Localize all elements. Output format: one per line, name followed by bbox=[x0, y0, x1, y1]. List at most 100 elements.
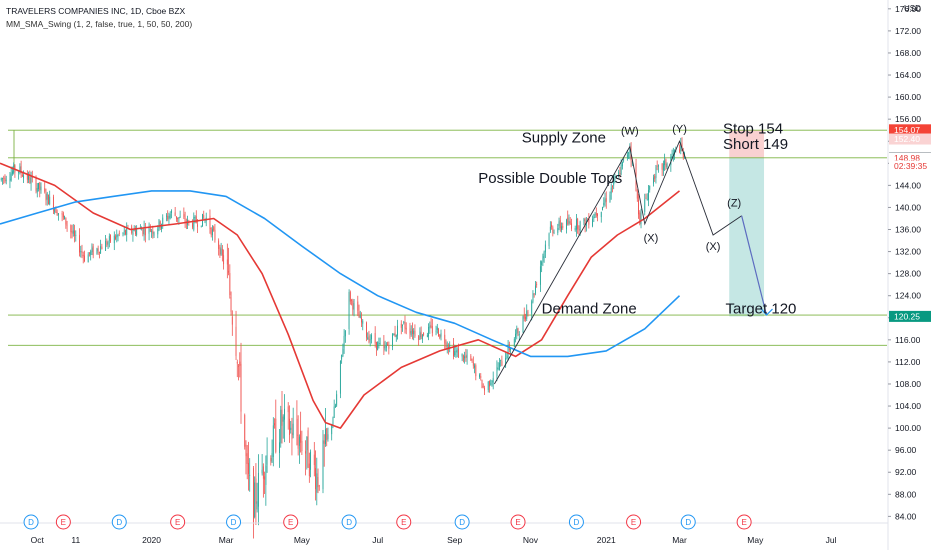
y-tick-label: 84.00 bbox=[895, 511, 917, 521]
candle-body bbox=[367, 337, 369, 340]
candle-body bbox=[351, 299, 353, 301]
wave-label-1: (X) bbox=[644, 233, 659, 245]
candle-body bbox=[551, 224, 553, 228]
candle-body bbox=[500, 359, 502, 361]
candle-body bbox=[296, 418, 298, 436]
candle-body bbox=[532, 293, 534, 302]
candle-body bbox=[646, 199, 648, 201]
candle-body bbox=[661, 163, 663, 170]
candle-body bbox=[507, 345, 509, 358]
candle-body bbox=[45, 193, 47, 201]
y-tick-label: 124.00 bbox=[895, 291, 921, 301]
candle-body bbox=[141, 229, 143, 231]
candle-body bbox=[66, 224, 68, 226]
candle-body bbox=[656, 165, 658, 167]
price-tag-countdown-bg bbox=[889, 160, 931, 172]
candle-body bbox=[431, 325, 433, 334]
candle-body bbox=[497, 368, 499, 369]
event-label-earnings: E bbox=[175, 518, 180, 527]
candle-body bbox=[440, 333, 442, 337]
candle-body bbox=[265, 465, 267, 485]
candle-body bbox=[90, 251, 92, 256]
candle-body bbox=[553, 232, 555, 233]
candle-body bbox=[471, 359, 473, 361]
y-tick-label: 104.00 bbox=[895, 401, 921, 411]
event-label-dividend: D bbox=[685, 518, 691, 527]
candle-body bbox=[383, 341, 385, 349]
candle-body bbox=[10, 173, 12, 181]
candle-body bbox=[168, 216, 170, 219]
candle-body bbox=[87, 254, 89, 263]
y-tick-label: 88.00 bbox=[895, 489, 917, 499]
candle-body bbox=[490, 383, 492, 385]
event-label-dividend: D bbox=[574, 518, 580, 527]
candle-body bbox=[375, 341, 377, 350]
candle-body bbox=[275, 418, 277, 452]
event-label-earnings: E bbox=[61, 518, 66, 527]
candle-body bbox=[479, 374, 480, 377]
candle-body bbox=[605, 198, 607, 202]
candle-body bbox=[623, 158, 625, 161]
candle-body bbox=[157, 228, 159, 235]
candle-body bbox=[594, 213, 596, 218]
candle-body bbox=[306, 436, 308, 451]
candle-body bbox=[331, 424, 333, 435]
candle-body bbox=[11, 171, 13, 174]
candle-body bbox=[352, 300, 354, 310]
annotations: Supply Zone Possible Double Tops Demand Zo… bbox=[478, 121, 796, 318]
candle-body bbox=[82, 254, 84, 257]
candle-body bbox=[518, 334, 520, 336]
candle-body bbox=[558, 221, 560, 226]
x-tick-label: 2021 bbox=[597, 535, 616, 545]
candle-body bbox=[203, 215, 205, 219]
candle-body bbox=[315, 468, 316, 490]
candle-body bbox=[71, 231, 73, 234]
wave-arrowhead bbox=[760, 307, 773, 316]
candle-body bbox=[600, 212, 602, 218]
candle-body bbox=[343, 335, 345, 348]
candle-body bbox=[584, 218, 586, 228]
candle-body bbox=[28, 174, 30, 180]
candle-body bbox=[291, 432, 293, 439]
candle-body bbox=[435, 330, 437, 332]
candle-body bbox=[79, 235, 80, 253]
candle-body bbox=[444, 334, 446, 344]
candle-body bbox=[413, 330, 415, 335]
candle-body bbox=[307, 430, 309, 468]
y-tick-label: 144.00 bbox=[895, 180, 921, 190]
candle-body bbox=[81, 251, 83, 254]
candle-body bbox=[487, 381, 489, 390]
annotation-1: Possible Double Tops bbox=[478, 170, 622, 187]
candle-body bbox=[484, 387, 485, 391]
y-tick-label: 176.00 bbox=[895, 4, 921, 14]
candle-body bbox=[20, 166, 22, 174]
candle-body bbox=[542, 256, 544, 262]
candle-body bbox=[308, 463, 310, 477]
candle-body bbox=[193, 216, 195, 230]
candle-body bbox=[56, 212, 58, 216]
candle-body bbox=[619, 173, 621, 175]
candle-body bbox=[604, 199, 606, 203]
x-tick-label: Oct bbox=[31, 535, 45, 545]
x-tick-label: May bbox=[747, 535, 764, 545]
candle-body bbox=[482, 385, 484, 387]
candle-body bbox=[61, 213, 63, 215]
event-marker-dividend bbox=[341, 514, 357, 530]
event-label-dividend: D bbox=[346, 518, 352, 527]
candle-body bbox=[491, 381, 493, 386]
candle-body bbox=[533, 293, 535, 295]
candle-body bbox=[101, 246, 103, 250]
candle-body bbox=[2, 178, 3, 180]
candle-body bbox=[310, 451, 312, 470]
candle-body bbox=[465, 355, 467, 358]
candle-body bbox=[179, 216, 181, 218]
candle-body bbox=[55, 207, 57, 213]
candle-body bbox=[159, 221, 161, 228]
candle-body bbox=[614, 178, 616, 180]
x-tick-label: Jul bbox=[372, 535, 383, 545]
candle-body bbox=[655, 167, 657, 178]
candle-body bbox=[84, 255, 85, 262]
candle-body bbox=[527, 312, 529, 314]
candle-body bbox=[662, 163, 664, 171]
